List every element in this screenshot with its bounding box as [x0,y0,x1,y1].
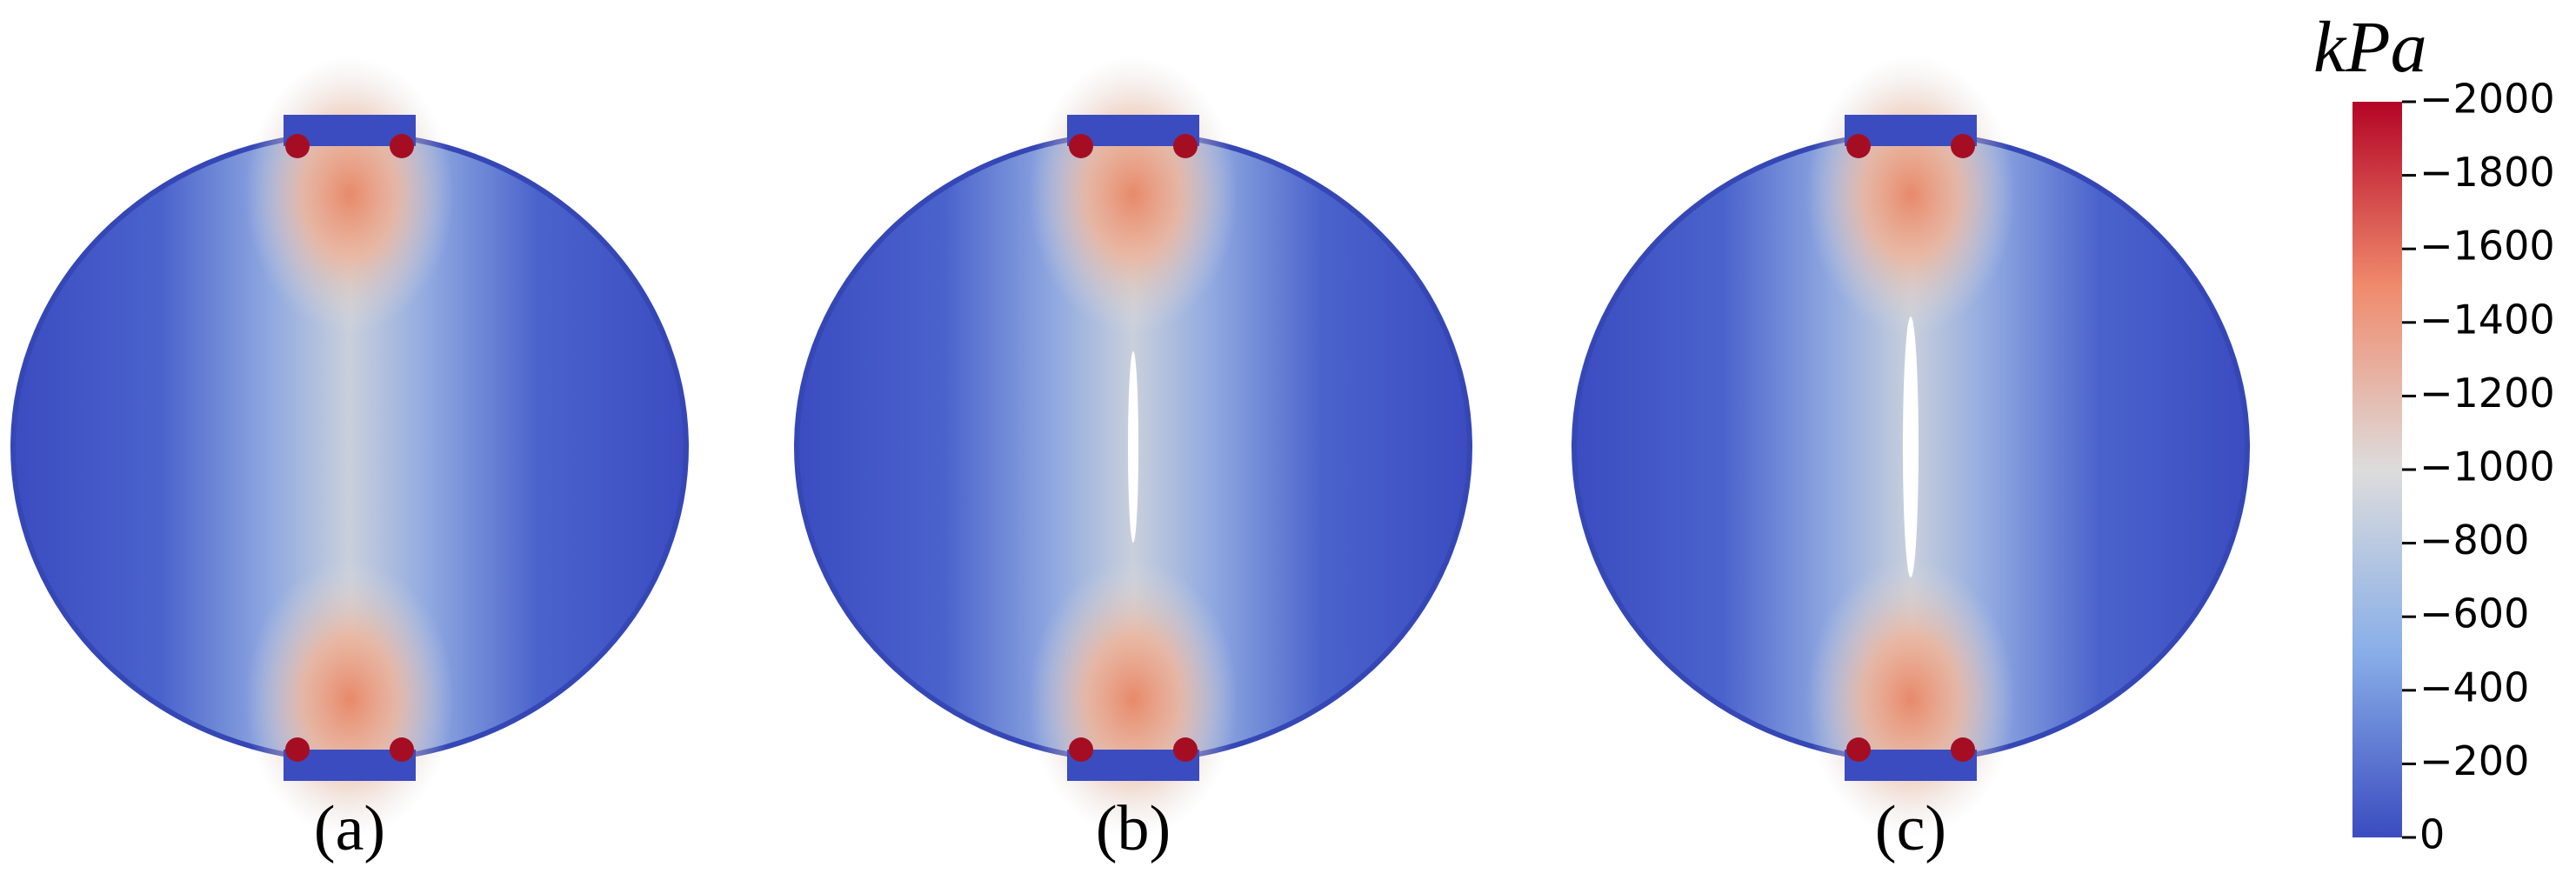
panel-label: (a) [314,793,385,864]
corner-stress [390,737,414,762]
tick-label: −1000 [2419,444,2555,490]
tick-label: −200 [2419,737,2529,784]
stress-top [245,56,454,334]
crack [1903,317,1919,577]
disc-panel: (a) [10,56,689,864]
corner-stress [1846,737,1871,762]
colorbar-gradient [2352,102,2402,837]
colorbar-unit: kPa [2313,7,2427,88]
corner-stress [1069,737,1093,762]
tick-label: −1200 [2419,370,2555,417]
corner-stress [1173,737,1198,762]
corner-stress [1951,134,1975,158]
tick-label: −600 [2419,590,2529,637]
panel-label: (b) [1096,793,1171,864]
panel-label: (c) [1875,793,1946,864]
tick-label: 0 [2419,811,2445,858]
corner-stress [390,134,414,158]
disc-panel: (c) [1572,56,2250,864]
corner-stress [285,134,310,158]
tick-label: −1400 [2419,296,2555,343]
corner-stress [1173,134,1198,158]
corner-stress [1069,134,1093,158]
colorbar: kPa −2000−1800−1600−1400−1200−1000−800−6… [2313,7,2555,858]
panels: (a) (b) (c) [10,56,2250,864]
tick-label: −2000 [2419,76,2555,123]
tick-label: −800 [2419,517,2529,564]
crack [1128,351,1138,543]
stress-top [1806,56,2015,334]
corner-stress [285,737,310,762]
disc-panel: (b) [794,56,1472,864]
tick-label: −400 [2419,664,2529,710]
stress-top [1029,56,1238,334]
tick-label: −1800 [2419,149,2555,196]
corner-stress [1951,737,1975,762]
tick-label: −1600 [2419,223,2555,270]
corner-stress [1846,134,1871,158]
